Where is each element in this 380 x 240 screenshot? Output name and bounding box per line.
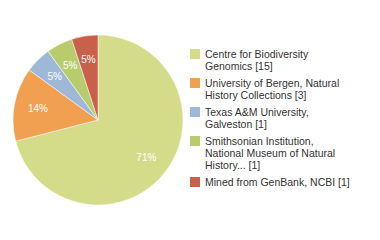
svg-text:71%: 71% xyxy=(136,152,156,163)
html-text:University of Bergen, Natural: University of Bergen, Natural History Co… xyxy=(205,76,340,101)
svg-text:5%: 5% xyxy=(47,71,62,82)
svg-text:14%: 14% xyxy=(28,103,48,114)
html-text:Mined from GenBank, NCBI [1]: Mined from GenBank, NCBI [1] xyxy=(205,175,350,188)
html-text:Smithsonian Institution, Natio: Smithsonian Institution, National Museum… xyxy=(205,134,336,171)
html-text:Texas A&M University, Galvesto: Texas A&M University, Galveston [1] xyxy=(205,105,309,130)
svg-text:5%: 5% xyxy=(81,54,96,65)
html-text:Centre for Biodiversity Genomi: Centre for Biodiversity Genomics [15] xyxy=(205,47,309,72)
svg-text:5%: 5% xyxy=(63,60,78,71)
